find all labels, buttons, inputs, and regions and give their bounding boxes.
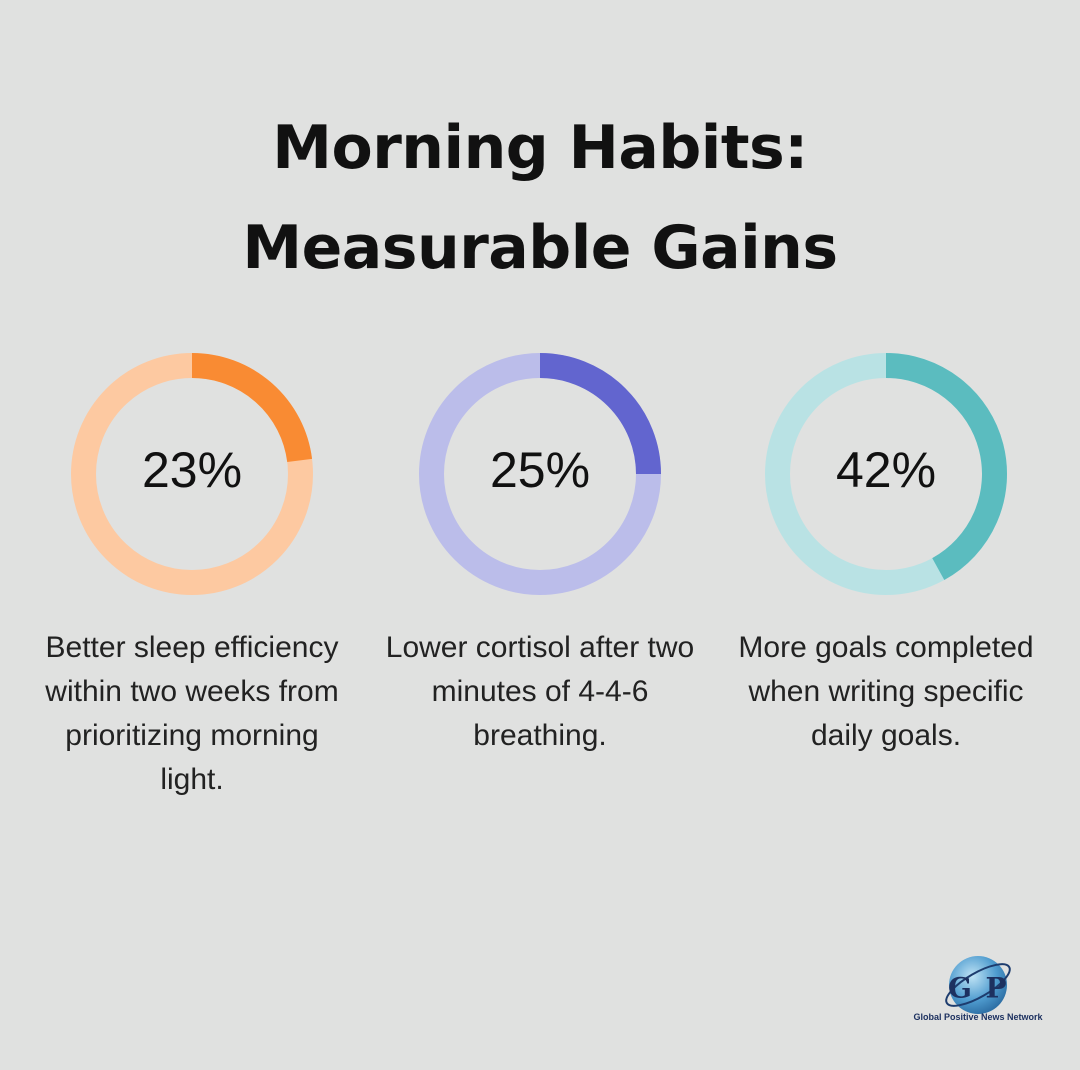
donut-arc	[885, 353, 1007, 581]
donut-arc	[191, 353, 313, 463]
logo-orbit	[945, 963, 1011, 1007]
caption: More goals completed when writing specif…	[738, 631, 1034, 752]
logo-globe	[949, 956, 1007, 1014]
logo: G P Global Positive News Network	[913, 956, 1044, 1022]
caption: Better sleep efficiency within two weeks…	[45, 631, 339, 796]
caption: Lower cortisol after two minutes of 4-4-…	[385, 631, 695, 752]
title: Morning Habits: Measurable Gains	[242, 113, 838, 283]
donut-arc	[539, 353, 661, 475]
value-label: 23%	[142, 442, 242, 498]
value-label: 25%	[490, 442, 590, 498]
logo-letter: G	[948, 972, 972, 1005]
logo-letter: P	[985, 972, 1006, 1005]
logo-text: Global Positive News Network	[913, 1012, 1043, 1022]
value-label: 42%	[836, 442, 936, 498]
